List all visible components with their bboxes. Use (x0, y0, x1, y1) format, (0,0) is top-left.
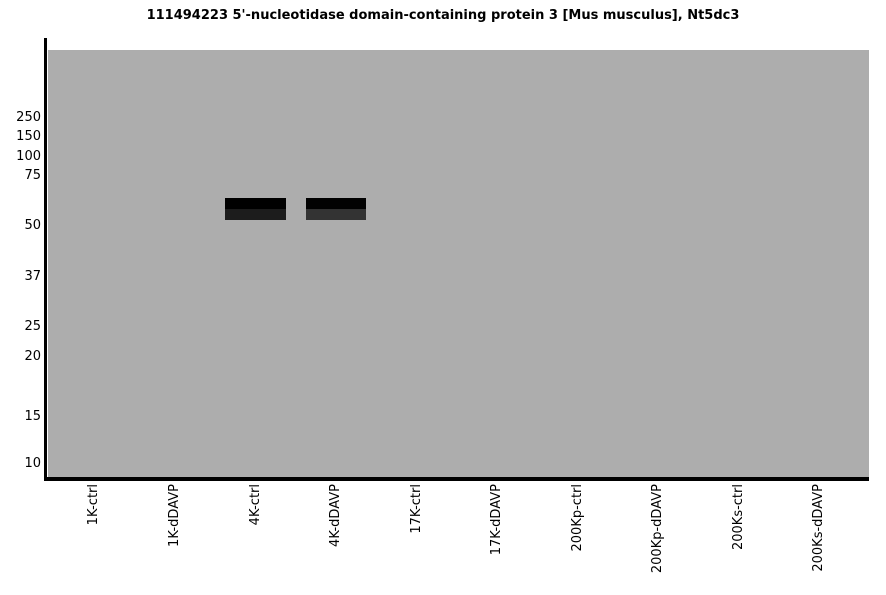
mw-marker-label: 25 (24, 319, 41, 334)
mw-marker-label: 50 (24, 218, 41, 233)
lane-label: 4K-dDAVP (328, 484, 343, 547)
mw-marker-label: 75 (24, 168, 41, 183)
mw-marker-label: 250 (16, 110, 41, 125)
lane-label: 200Ks-ctrl (731, 484, 746, 551)
lane-label: 1K-ctrl (86, 484, 101, 526)
mw-marker-label: 100 (16, 149, 41, 164)
lane-label: 200Kp-dDAVP (650, 484, 665, 574)
mw-marker-label: 20 (24, 349, 41, 364)
protein-band (306, 198, 366, 220)
y-axis-spine (44, 38, 47, 481)
lane-label: 17K-ctrl (409, 484, 424, 534)
mw-marker-label: 15 (24, 409, 41, 424)
x-axis-spine (44, 477, 869, 481)
protein-band (225, 198, 286, 220)
lane-label: 200Kp-ctrl (570, 484, 585, 552)
protein-band-top (306, 198, 366, 209)
protein-band-top (225, 198, 286, 209)
mw-marker-label: 10 (24, 456, 41, 471)
protein-band-bottom (306, 209, 366, 220)
mw-marker-label: 150 (16, 129, 41, 144)
protein-band-bottom (225, 209, 286, 220)
lane-label: 200Ks-dDAVP (811, 484, 826, 572)
lane-label: 1K-dDAVP (167, 484, 182, 547)
lane-label: 17K-dDAVP (489, 484, 504, 556)
figure-title: 111494223 5'-nucleotidase domain-contain… (146, 8, 740, 23)
lane-label: 4K-ctrl (248, 484, 263, 526)
mw-marker-label: 37 (24, 269, 41, 284)
gel-area (48, 50, 869, 477)
